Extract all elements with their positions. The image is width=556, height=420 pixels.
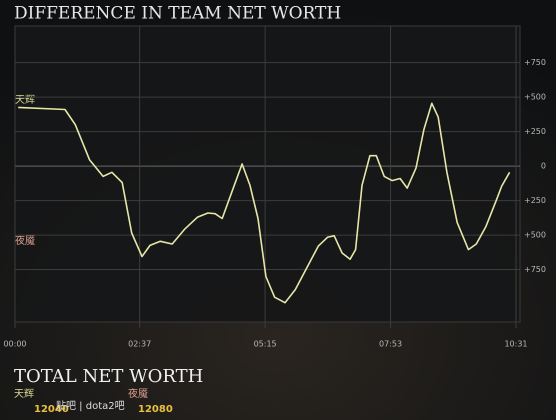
y-tick-label: +500: [524, 231, 546, 240]
dire-net-worth: 12080: [138, 404, 173, 415]
radiant-net-worth: 12040: [34, 404, 69, 415]
x-tick-label: 07:53: [379, 340, 402, 349]
x-tick-label: 02:37: [128, 340, 151, 349]
net-worth-line: [18, 102, 511, 304]
dire-side-label: 夜魇: [15, 234, 35, 247]
chart-title: DIFFERENCE IN TEAM NET WORTH: [14, 4, 341, 24]
y-tick-label: +750: [524, 58, 546, 67]
radiant-label: 天辉: [14, 388, 34, 400]
watermark: 贴吧 | dota2吧: [56, 399, 125, 412]
y-tick-label: +250: [524, 196, 546, 205]
y-tick-label: +750: [524, 265, 546, 274]
x-tick-label: 10:31: [504, 340, 527, 349]
y-tick-label: +250: [524, 127, 546, 136]
footer-title: TOTAL NET WORTH: [14, 366, 203, 387]
y-tick-label: +500: [524, 93, 546, 102]
x-tick-label: 05:15: [254, 340, 277, 349]
radiant-side-label: 天辉: [15, 94, 35, 106]
plot-area: [14, 25, 521, 323]
dire-label: 夜魇: [128, 387, 148, 400]
y-tick-label: 0: [541, 162, 546, 171]
x-tick-label: 00:00: [3, 340, 26, 349]
